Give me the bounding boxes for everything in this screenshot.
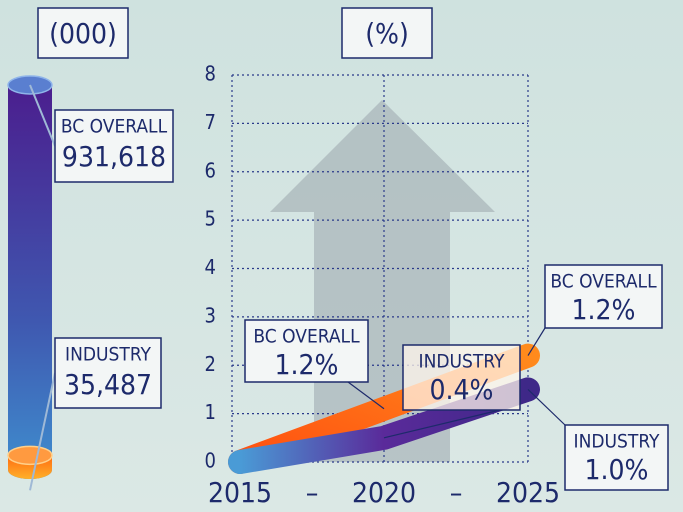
- x-tick-label: 2025: [496, 476, 560, 509]
- cylinder-top: [7, 445, 53, 466]
- annotation-text: 1.2%: [572, 293, 636, 326]
- title-box: [37, 7, 129, 59]
- x-tick-label: 2015: [208, 476, 272, 509]
- annotation-series: BC OVERALL: [550, 271, 657, 293]
- chart-title: (000): [49, 17, 117, 50]
- annotation-series: INDUSTRY: [419, 351, 505, 373]
- annotation-box: [244, 319, 369, 383]
- x-separator: –: [306, 476, 319, 509]
- pointer: [347, 381, 385, 410]
- y-tick-label: 6: [205, 158, 216, 182]
- y-tick-label: 1: [205, 400, 216, 424]
- x-separator: –: [450, 476, 463, 509]
- pointer: [527, 389, 566, 426]
- y-tick-label: 8: [205, 62, 216, 86]
- pointer: [527, 327, 546, 356]
- chart-title: (%): [365, 17, 409, 50]
- value-label: 931,618: [62, 140, 166, 173]
- pointer: [29, 84, 56, 147]
- annotation-series: INDUSTRY: [574, 431, 660, 453]
- y-tick-label: 3: [205, 303, 216, 327]
- category-label: INDUSTRY: [65, 344, 151, 366]
- y-tick-label: 2: [205, 352, 216, 376]
- label-box: [54, 109, 174, 183]
- cylinder-segment: [8, 85, 52, 479]
- pointer: [383, 409, 501, 439]
- category-label: BC OVERALL: [61, 116, 168, 138]
- annotation-text: 1.2%: [275, 348, 339, 381]
- annotation-series: BC OVERALL: [253, 326, 360, 348]
- annotation-box: [564, 424, 669, 491]
- y-tick-label: 0: [205, 449, 216, 473]
- x-tick-label: 2020: [352, 476, 416, 509]
- plot: BC OVERALL931,618INDUSTRY35,487012345678…: [7, 62, 669, 509]
- label-box: [54, 337, 162, 409]
- annotation-text: 1.0%: [585, 453, 649, 486]
- y-tick-label: 7: [205, 110, 216, 134]
- y-tick-label: 4: [205, 255, 216, 279]
- y-tick-label: 5: [205, 207, 216, 231]
- annotation-box: [402, 344, 521, 411]
- annotation-text: 0.4%: [430, 373, 494, 406]
- value-label: 35,487: [64, 368, 152, 401]
- annotation-box: [544, 264, 663, 329]
- title-box: [341, 7, 433, 59]
- pointer: [29, 372, 56, 491]
